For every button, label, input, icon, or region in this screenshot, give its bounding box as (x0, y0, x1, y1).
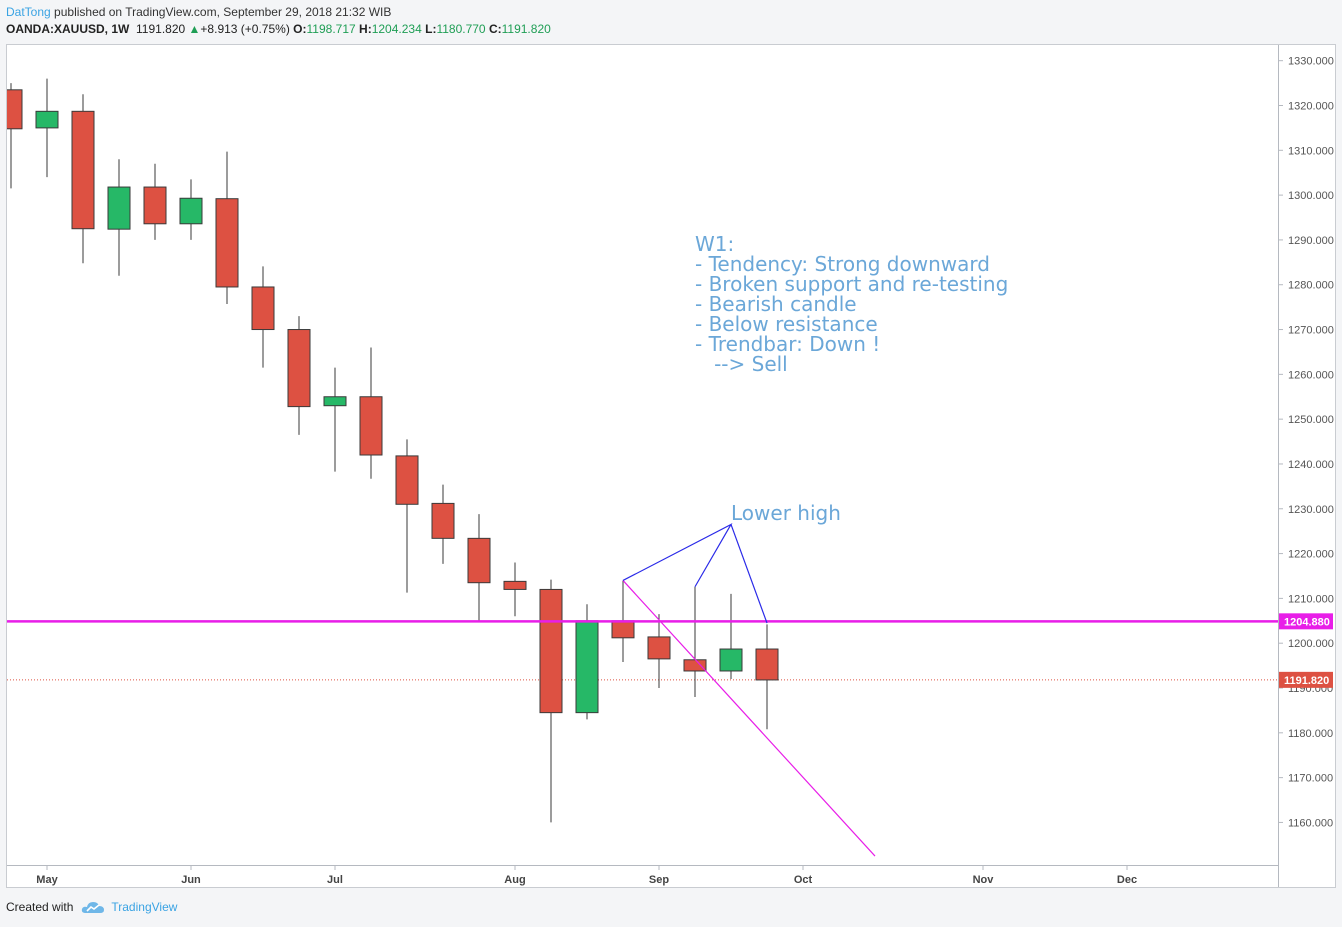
candle-bull[interactable] (179, 197, 203, 225)
candle-bear[interactable] (395, 455, 419, 505)
x-tick-label: Jun (181, 874, 201, 886)
candle-bear[interactable] (143, 186, 167, 225)
x-tick-label: Sep (649, 874, 669, 886)
y-tick-label: 1210.000 (1288, 593, 1334, 605)
x-tick-label: Aug (504, 874, 525, 886)
y-tick-label: 1240.000 (1288, 459, 1334, 471)
analysis-line: W1: (695, 232, 734, 256)
y-tick-label: 1310.000 (1288, 145, 1334, 157)
created-with-text: Created with (6, 900, 74, 914)
candle-bull[interactable] (107, 186, 131, 230)
analysis-line: - Trendbar: Down ! (695, 332, 880, 356)
tradingview-cloud-icon (82, 902, 105, 913)
x-tick-label: May (36, 874, 58, 886)
candle-bear[interactable] (359, 396, 383, 456)
analysis-line: - Broken support and re-testing (695, 272, 1008, 296)
candle-bear[interactable] (7, 89, 23, 130)
x-tick-label: Oct (794, 874, 813, 886)
candle-bear[interactable] (683, 659, 707, 672)
open-value: 1198.717 (306, 22, 356, 36)
y-tick-label: 1300.000 (1288, 190, 1334, 202)
y-tick-label: 1290.000 (1288, 235, 1334, 247)
symbol-name[interactable]: OANDA:XAUUSD, (6, 22, 108, 36)
candle-bear[interactable] (611, 620, 635, 639)
candle-bull[interactable] (575, 620, 599, 714)
candlestick-chart[interactable]: 1160.0001170.0001180.0001190.0001200.000… (7, 45, 1335, 887)
high-value: 1204.234 (371, 22, 422, 36)
symbol-legend: OANDA:XAUUSD, 1W 1191.820 ▲+8.913 (+0.75… (6, 21, 551, 38)
y-tick-label: 1260.000 (1288, 369, 1334, 381)
change-value: +8.913 (+0.75%) (200, 22, 290, 36)
change-up-icon: ▲ (188, 22, 201, 36)
candle-bear[interactable] (539, 588, 563, 714)
candle-bear[interactable] (467, 537, 491, 584)
y-tick-label: 1220.000 (1288, 549, 1334, 561)
y-tick-label: 1200.000 (1288, 638, 1334, 650)
low-label: L: (425, 22, 437, 36)
candle-bull[interactable] (35, 110, 59, 129)
interval[interactable]: 1W (111, 22, 130, 36)
last-price: 1191.820 (136, 22, 186, 36)
published-text: published on TradingView.com, September … (54, 5, 392, 19)
open-label: O: (293, 22, 307, 36)
chart-area[interactable]: 1160.000 1170.000 1180.000 1190.000 1200.000… (6, 44, 1336, 888)
candle-bear[interactable] (755, 648, 779, 681)
close-value: 1191.820 (501, 22, 551, 36)
candle-bear[interactable] (287, 329, 311, 408)
y-tick-label: 1280.000 (1288, 280, 1334, 292)
candle-bull[interactable] (323, 396, 347, 407)
candle-bear[interactable] (503, 580, 527, 590)
publish-header: DatTong published on TradingView.com, Se… (6, 4, 391, 21)
y-tick-label: 1170.000 (1288, 773, 1333, 785)
candle-bear[interactable] (71, 110, 95, 230)
candle-bull[interactable] (719, 648, 743, 672)
candle-bear[interactable] (647, 636, 671, 660)
x-tick-label: Dec (1117, 874, 1137, 886)
close-label: C: (488, 22, 502, 36)
low-value: 1180.770 (436, 22, 486, 36)
resistance-price-label: 1204.880 (1284, 616, 1330, 628)
tradingview-link[interactable]: TradingView (111, 900, 178, 914)
candle-bear[interactable] (431, 502, 455, 539)
trendline[interactable] (622, 580, 876, 857)
x-tick-label: Nov (973, 874, 995, 886)
lower-high-line-2[interactable] (730, 524, 768, 624)
y-tick-label: 1180.000 (1288, 728, 1333, 740)
resistance-price-tag (1279, 613, 1333, 630)
author-link[interactable]: DatTong (6, 5, 51, 19)
plot-area[interactable] (7, 45, 1278, 865)
analysis-line: - Tendency: Strong downward (695, 252, 990, 276)
y-tick-label: 1230.000 (1288, 504, 1334, 516)
high-label: H: (359, 22, 372, 36)
tradingview-brand[interactable]: TradingView (81, 900, 177, 914)
price-axis[interactable] (1278, 45, 1335, 887)
y-tick-label: 1330.000 (1288, 56, 1334, 68)
analysis-line: - Below resistance (695, 312, 878, 336)
y-tick-label: 1160.000 (1288, 817, 1333, 829)
analysis-line: --> Sell (695, 352, 788, 376)
candle-bear[interactable] (251, 286, 275, 331)
candle-bear[interactable] (215, 198, 239, 288)
last-price-label: 1191.820 (1284, 675, 1329, 687)
y-tick-label: 1320.000 (1288, 100, 1334, 112)
lower-high-label: Lower high (731, 501, 841, 525)
analysis-line: - Bearish candle (695, 292, 857, 316)
last-price-tag (1279, 671, 1333, 688)
footer: Created with TradingView (6, 900, 177, 914)
y-tick-label: 1270.000 (1288, 325, 1334, 337)
x-tick-label: Jul (327, 874, 343, 886)
y-tick-label: 1250.000 (1288, 414, 1334, 426)
